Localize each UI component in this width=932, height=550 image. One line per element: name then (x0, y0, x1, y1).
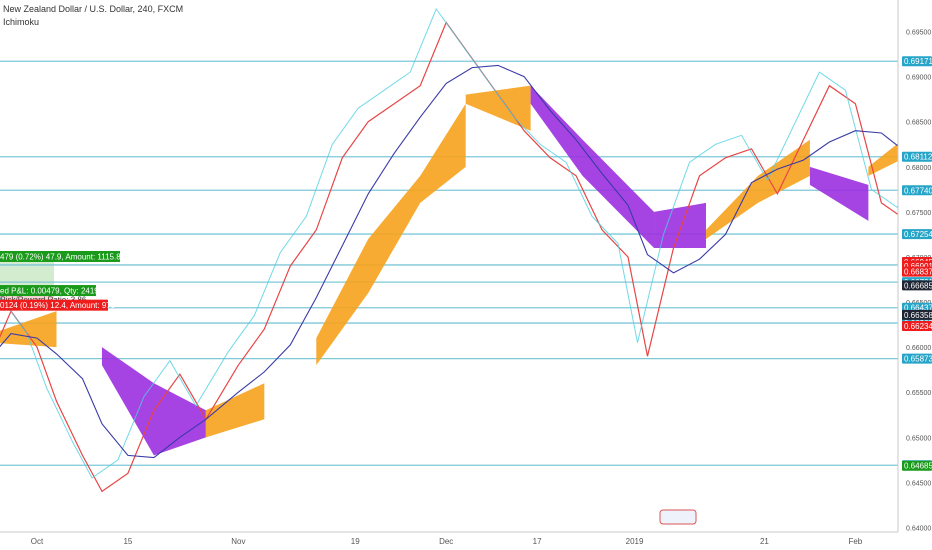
level-tag (902, 185, 932, 196)
x-tick-label: 19 (351, 537, 360, 546)
level-tag-label: 0.67740 (904, 186, 932, 195)
price-tag-label: 0.66358 (904, 311, 932, 320)
cloud-segment (654, 202, 706, 248)
level-tag-label: 0.65873 (904, 355, 932, 364)
price-tag-label: 0.66234 (904, 322, 932, 331)
cloud-segment (530, 85, 655, 248)
x-tick-label: 21 (760, 537, 769, 546)
long-stop-box (0, 299, 108, 311)
long-stop-zone (0, 293, 54, 305)
y-tick-label: 0.68500 (906, 120, 931, 127)
base-line (0, 64, 932, 459)
y-tick-label: 0.69500 (906, 30, 931, 37)
level-tag-label: 0.67254 (904, 230, 932, 239)
price-tag-label: 0.66837 (904, 268, 932, 277)
long-pnl-box (0, 285, 96, 297)
y-tick-label: 0.66000 (906, 345, 931, 352)
x-tick-label: Dec (439, 537, 453, 546)
cloud-segment (705, 139, 810, 239)
level-tag (902, 56, 932, 67)
cloud-segment (0, 311, 57, 348)
time-axis[interactable] (0, 532, 932, 550)
y-tick-label: 0.64500 (906, 480, 931, 487)
price-tag (902, 266, 932, 277)
level-tag-label: 0.66437 (904, 304, 932, 313)
cloud-segment (205, 383, 265, 438)
y-tick-label: 0.65000 (906, 435, 931, 442)
price-tag (902, 460, 932, 471)
x-tick-label: Oct (31, 537, 44, 546)
cloud-segment (465, 85, 531, 131)
cloud-segment (316, 103, 466, 366)
y-tick-label: 0.67500 (906, 210, 931, 217)
lagging-span-line (0, 7, 932, 479)
level-tag (902, 353, 932, 364)
watermark-logo-icon (659, 509, 697, 525)
long-summary-label: 479 (0.72%) 47.9, Amount: 1115.88 (0, 252, 126, 261)
price-tag (902, 309, 932, 320)
long-stop-label: 0124 (0.19%) 12.4, Amount: 970 (0, 301, 116, 310)
y-tick-label: 0.64000 (906, 525, 931, 532)
level-tag-label: 0.68112 (904, 153, 932, 162)
y-tick-label: 0.68000 (906, 165, 931, 172)
cloud-segment (809, 166, 869, 221)
level-tag-label: 0.69171 (904, 57, 932, 66)
price-tag (902, 321, 932, 332)
y-tick-label: 0.69000 (906, 75, 931, 82)
level-tag (902, 151, 932, 162)
cloud-segment (101, 347, 206, 456)
level-tag (902, 229, 932, 240)
y-tick-label: 0.65500 (906, 390, 931, 397)
x-tick-label: Nov (231, 537, 245, 546)
price-tag-label: 0.64685 (904, 462, 932, 471)
x-tick-label: Feb (848, 537, 862, 546)
long-summary-box (0, 250, 120, 262)
x-tick-label: 2019 (626, 537, 644, 546)
price-tag-label: 0.66901 (904, 262, 932, 271)
x-tick-label: 17 (533, 537, 542, 546)
x-tick-label: 15 (123, 537, 132, 546)
symbol-title: New Zealand Dollar / U.S. Dollar, 240, F… (3, 4, 184, 14)
long-pnl-label: ed P&L: 0.00479, Qty: 24193 (0, 287, 104, 296)
indicator-name[interactable]: Ichimoku (3, 17, 40, 27)
price-tag-label: 0.66685 (904, 281, 932, 290)
price-tag (902, 280, 932, 291)
